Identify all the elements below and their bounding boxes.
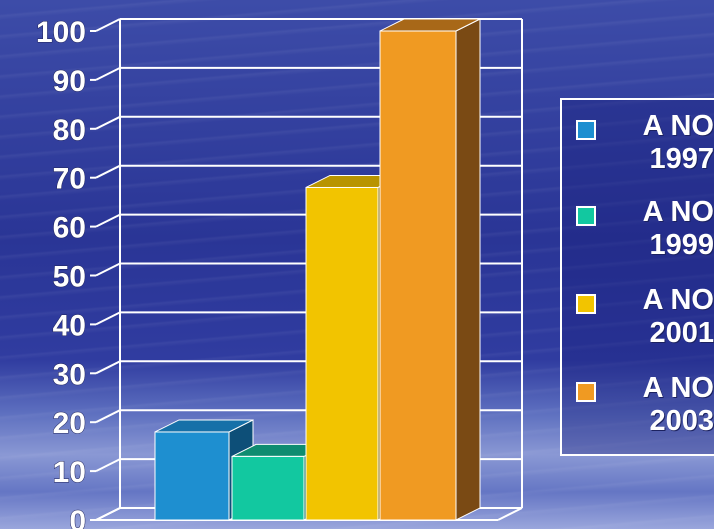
- bar-front: [231, 455, 305, 521]
- legend-swatch: [576, 294, 596, 314]
- bar-front: [154, 431, 230, 521]
- gridline-diagonal: [95, 262, 121, 277]
- bar-a-no-2001: [305, 174, 403, 521]
- bar-front: [379, 30, 457, 521]
- gridline-diagonal: [95, 458, 121, 472]
- gridline-diagonal: [95, 115, 121, 130]
- bar-front: [305, 186, 379, 521]
- y-tick-label: 90: [53, 65, 86, 98]
- bar-a-no-2003: [379, 18, 481, 521]
- chart-bars: [154, 18, 481, 521]
- gridline-diagonal: [95, 164, 121, 179]
- floor-right-edge: [497, 507, 523, 521]
- y-tick-label: 70: [53, 163, 86, 196]
- chart-legend: A NO 1997 A NO 1999 A NO 2001 A NO 2003: [560, 98, 714, 456]
- gridline-diagonal: [95, 311, 121, 326]
- legend-swatch: [576, 382, 596, 402]
- gridline-diagonal: [95, 213, 121, 228]
- y-tick-label: 100: [36, 16, 86, 49]
- legend-label: A NO 2003: [642, 372, 714, 437]
- y-tick-label: 50: [53, 261, 86, 294]
- gridline-diagonal: [95, 67, 121, 81]
- y-tick-label: 10: [53, 456, 86, 489]
- gridline-diagonal: [95, 360, 121, 375]
- y-tick-label: 0: [69, 505, 86, 529]
- y-axis-ticks: 0 10 20 30 40 50 60 70 80 90 100: [35, 16, 86, 529]
- gridline-diagonal: [95, 18, 121, 32]
- y-tick-label: 60: [53, 212, 86, 245]
- y-tick-label: 80: [53, 114, 86, 147]
- legend-swatch: [576, 206, 596, 226]
- legend-swatch: [576, 120, 596, 140]
- y-tick-label: 30: [53, 358, 86, 391]
- gridline-diagonal: [95, 507, 121, 521]
- legend-label: A NO 1999: [642, 196, 714, 261]
- gridline-diagonal: [95, 409, 121, 424]
- y-tick-label: 20: [53, 407, 86, 440]
- legend-label: A NO 1997: [642, 110, 714, 175]
- legend-label: A NO 2001: [642, 284, 714, 349]
- bar-side: [455, 18, 481, 521]
- y-tick-label: 40: [53, 309, 86, 342]
